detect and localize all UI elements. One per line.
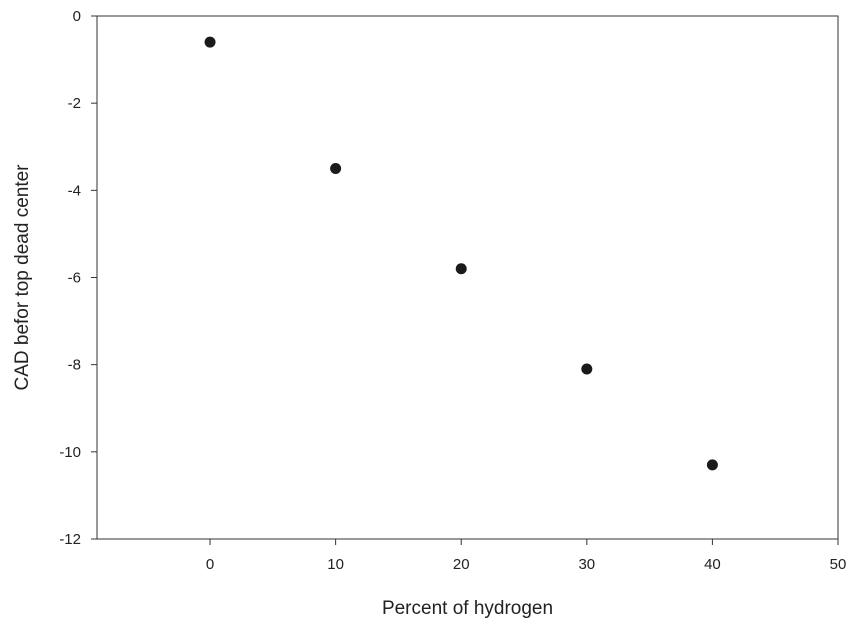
x-axis-label: Percent of hydrogen [382,598,553,619]
y-tick-label: -10 [59,444,81,461]
x-tick-label: 30 [578,556,595,573]
data-point [706,459,718,471]
axes [96,15,839,540]
data-points [204,36,718,471]
data-point [455,263,467,275]
x-tick-label: 0 [206,556,214,573]
y-axis-label: CAD befor top dead center [12,164,33,391]
x-tick-label: 20 [453,556,470,573]
x-tick-label: 50 [830,556,847,573]
ticks: 0 10 20 30 40 50 0 -2 -4 -6 -8 -10 -12 [59,8,846,573]
data-point [330,163,342,175]
plot-frame [96,15,839,540]
data-point [581,363,593,375]
x-tick-label: 40 [704,556,721,573]
y-tick-label: -4 [68,182,81,199]
x-tick-label: 10 [327,556,344,573]
y-tick-label: 0 [73,8,81,25]
y-tick-label: -8 [68,357,81,374]
y-tick-label: -6 [68,270,81,287]
data-point [204,36,216,48]
y-tick-label: -12 [59,531,81,548]
y-tick-label: -2 [68,95,81,112]
